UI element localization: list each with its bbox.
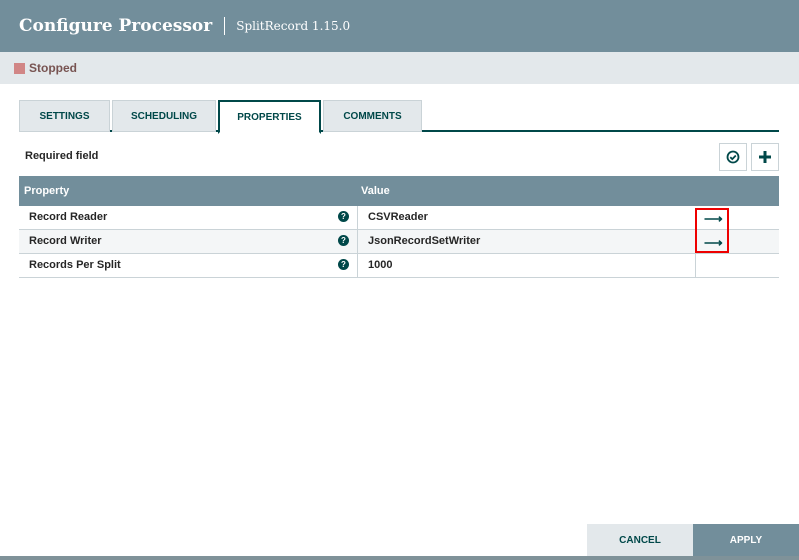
cancel-button[interactable]: CANCEL <box>587 524 693 556</box>
divider <box>224 17 226 35</box>
table-row[interactable]: Record Writer ? JsonRecordSetWriter ⟶ <box>19 230 779 254</box>
property-value[interactable]: JsonRecordSetWriter <box>368 235 481 247</box>
highlight-box <box>695 208 729 253</box>
column-property: Property <box>24 185 70 197</box>
column-value: Value <box>361 185 390 197</box>
property-value[interactable]: CSVReader <box>368 211 428 223</box>
arrow-right-icon[interactable]: ⟶ <box>704 235 723 250</box>
divider <box>357 254 358 278</box>
divider <box>357 206 358 230</box>
help-icon[interactable]: ? <box>338 235 349 246</box>
property-name: Record Reader <box>29 211 108 223</box>
property-name: Records Per Split <box>29 259 121 271</box>
arrow-right-icon[interactable]: ⟶ <box>704 211 723 226</box>
dialog-title: Configure Processor <box>19 16 213 36</box>
processor-type: SplitRecord 1.15.0 <box>236 19 351 33</box>
table-row[interactable]: Records Per Split ? 1000 <box>19 254 779 278</box>
check-circle-icon <box>726 150 740 164</box>
add-property-button[interactable] <box>751 143 779 171</box>
divider <box>357 230 358 254</box>
plus-icon <box>759 151 771 163</box>
divider <box>695 254 696 278</box>
property-name: Record Writer <box>29 235 102 247</box>
status-label: Stopped <box>29 61 77 75</box>
table-row[interactable]: Record Reader ? CSVReader ⟶ <box>19 206 779 230</box>
status-bar: Stopped <box>0 52 799 84</box>
tab-settings[interactable]: SETTINGS <box>19 100 110 132</box>
tab-properties[interactable]: PROPERTIES <box>218 100 321 134</box>
verify-button[interactable] <box>719 143 747 171</box>
dialog-header: Configure Processor SplitRecord 1.15.0 <box>0 0 799 52</box>
help-icon[interactable]: ? <box>338 259 349 270</box>
background-canvas <box>0 556 799 560</box>
apply-button[interactable]: APPLY <box>693 524 799 556</box>
property-value[interactable]: 1000 <box>368 259 393 271</box>
table-header: Property Value <box>19 176 779 206</box>
help-icon[interactable]: ? <box>338 211 349 222</box>
stopped-icon <box>14 62 25 74</box>
tab-comments[interactable]: COMMENTS <box>323 100 422 132</box>
required-field-label: Required field <box>25 150 99 162</box>
tab-bar: SETTINGS SCHEDULING PROPERTIES COMMENTS <box>19 100 779 134</box>
tab-scheduling[interactable]: SCHEDULING <box>112 100 216 132</box>
